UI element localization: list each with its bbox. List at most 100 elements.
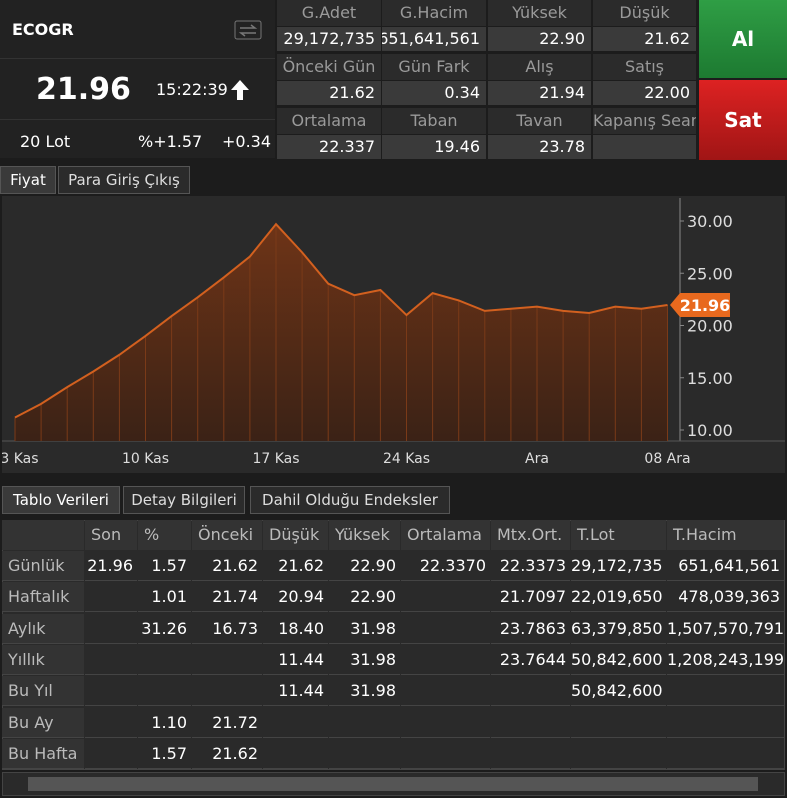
cell: [263, 707, 328, 738]
stat-value: 22.337: [277, 135, 381, 159]
cell: [85, 707, 137, 738]
cell: [571, 738, 666, 769]
divider: [0, 119, 275, 120]
cell: 1.10: [138, 707, 191, 738]
cell: 63,379,850: [571, 613, 666, 644]
area-fill: [15, 224, 668, 441]
stat-value: 21.62: [593, 27, 696, 51]
time: 15:22:39: [156, 80, 228, 99]
cell: [401, 582, 490, 613]
x-tick-label: Ara: [525, 451, 549, 467]
cell: 29,172,735: [571, 551, 666, 581]
swap-icon[interactable]: [234, 20, 262, 40]
stat-label: Önceki Gün: [277, 54, 381, 80]
price-chart: 10.00 15.00 20.00 25.00 30.00 21.96 03 Kas 10 K…: [2, 196, 785, 473]
stat-value: 22.90: [488, 27, 591, 51]
cell: [329, 738, 400, 769]
stat-value: 0.34: [382, 81, 486, 105]
cell: 31.98: [329, 613, 400, 644]
cell: [85, 644, 137, 675]
price: 21.96: [36, 72, 131, 107]
buy-button[interactable]: Al: [699, 0, 787, 78]
cell: 21.7097: [491, 582, 570, 613]
stat-label: G.Adet: [277, 0, 381, 26]
cell: 1.57: [138, 738, 191, 769]
last-price-tag: [670, 293, 730, 318]
stat-label: Gün Fark: [382, 54, 486, 80]
stat-value: 21.62: [277, 81, 381, 105]
cell: [491, 676, 570, 707]
stat-label: Düşük: [593, 0, 696, 26]
stat-label: Yüksek: [488, 0, 591, 26]
cell: 11.44: [263, 676, 328, 707]
cell: [192, 676, 262, 707]
column-header: Son: [85, 520, 137, 550]
row-label: Yıllık: [2, 644, 84, 675]
column-header: T.Hacim: [667, 520, 784, 550]
table-tab[interactable]: Dahil Olduğu Endeksler: [250, 486, 450, 514]
cell: 16.73: [192, 613, 262, 644]
cell: 22.3373: [491, 551, 570, 581]
table-tab[interactable]: Tablo Verileri: [2, 486, 120, 514]
change-pct: %+1.57: [138, 132, 203, 151]
cell: [329, 707, 400, 738]
stat-label: Alış: [488, 54, 591, 80]
quote-panel: [0, 0, 275, 158]
cell: 50,842,600: [571, 676, 666, 707]
cell: [85, 613, 137, 644]
cell: 22.90: [329, 582, 400, 613]
cell: [401, 707, 490, 738]
stat-value: 23.78: [488, 135, 591, 159]
cell: [667, 707, 784, 738]
cell: [401, 676, 490, 707]
cell: [138, 676, 191, 707]
cell: 1,507,570,791: [667, 613, 784, 644]
stat-label: Kapanış Seansı: [593, 108, 696, 134]
stat-value: 21.94: [488, 81, 591, 105]
row-label: Aylık: [2, 613, 84, 644]
cell: 1,208,243,199: [667, 644, 784, 675]
column-header: Ortalama: [401, 520, 490, 550]
cell: [85, 676, 137, 707]
cell: [667, 676, 784, 707]
cell: 21.74: [192, 582, 262, 613]
stat-label: Ortalama: [277, 108, 381, 134]
cell: 478,039,363: [667, 582, 784, 613]
cell: 21.62: [192, 551, 262, 581]
column-header: [2, 520, 84, 550]
cell: 23.7863: [491, 613, 570, 644]
change: +0.34: [222, 132, 272, 151]
column-header: T.Lot: [571, 520, 666, 550]
chart-tab[interactable]: Para Giriş Çıkış: [58, 166, 190, 194]
cell: 21.62: [263, 551, 328, 581]
table-tab[interactable]: Detay Bilgileri: [123, 486, 245, 514]
column-header: Yüksek: [329, 520, 400, 550]
scrollbar-thumb[interactable]: [28, 777, 758, 791]
cell: [85, 582, 137, 613]
cell: 11.44: [263, 644, 328, 675]
cell: 22.3370: [401, 551, 490, 581]
cell: [263, 738, 328, 769]
stat-label: G.Hacim: [382, 0, 486, 26]
column-header: Önceki: [192, 520, 262, 550]
cell: 1.57: [138, 551, 191, 581]
cell: 1.01: [138, 582, 191, 613]
stat-value: 19.46: [382, 135, 486, 159]
divider: [0, 58, 275, 59]
sell-button[interactable]: Sat: [699, 80, 787, 160]
cell: 50,842,600: [571, 644, 666, 675]
cell: 20.94: [263, 582, 328, 613]
y-tick-label: 10.00: [687, 421, 733, 440]
column-header: %: [138, 520, 191, 550]
chart-tab[interactable]: Fiyat: [0, 166, 56, 194]
cell: [85, 738, 137, 769]
cell: [491, 738, 570, 769]
stat-value: 651,641,561: [382, 27, 486, 51]
x-tick-label: 24 Kas: [383, 451, 430, 467]
cell: [667, 738, 784, 769]
row-label: Bu Hafta: [2, 738, 84, 769]
cell: [192, 644, 262, 675]
stat-value: [593, 135, 696, 159]
cell: 31.98: [329, 676, 400, 707]
